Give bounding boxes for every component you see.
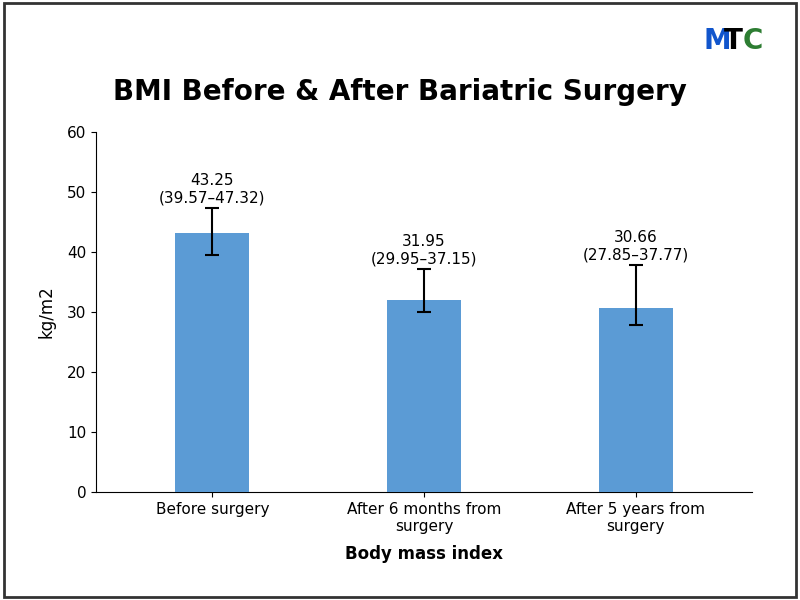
Bar	[387, 300, 461, 492]
Text: 30.66
(27.85–37.77): 30.66 (27.85–37.77)	[582, 230, 689, 262]
Text: M: M	[704, 27, 732, 55]
Text: C: C	[742, 27, 762, 55]
Text: BMI Before & After Bariatric Surgery: BMI Before & After Bariatric Surgery	[113, 78, 687, 106]
Text: T: T	[724, 27, 743, 55]
Text: 31.95
(29.95–37.15): 31.95 (29.95–37.15)	[370, 234, 478, 266]
Y-axis label: kg/m2: kg/m2	[38, 286, 56, 338]
Text: 43.25
(39.57–47.32): 43.25 (39.57–47.32)	[159, 173, 266, 205]
Bar	[598, 308, 673, 492]
Bar	[175, 232, 250, 492]
X-axis label: Body mass index: Body mass index	[345, 545, 503, 563]
